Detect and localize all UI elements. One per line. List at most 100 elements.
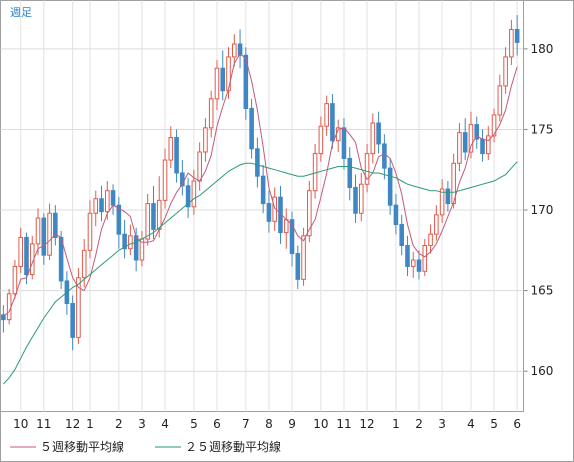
candle-body-down: [393, 204, 399, 226]
y-tick-label: 175: [531, 122, 554, 136]
x-tick-label: 1: [86, 417, 94, 431]
candle-body-up: [503, 56, 508, 87]
ma25-line: [3, 161, 518, 385]
candle-body-down: [70, 303, 75, 338]
candle-body-down: [347, 157, 353, 188]
candle-body-up: [301, 235, 306, 280]
candle-body-up: [428, 233, 433, 246]
candle-body-up: [12, 265, 18, 295]
candle-body-down: [416, 259, 422, 272]
candle-body-up: [485, 135, 491, 155]
y-tick-label: 160: [531, 364, 554, 378]
x-tick-label: 4: [467, 417, 475, 431]
candle-body-up: [81, 249, 87, 279]
candle-body-up: [197, 151, 202, 182]
legend: ５週移動平均線 ２５週移動平均線: [10, 439, 281, 454]
x-tick-label: 5: [190, 417, 198, 431]
candle-body-up: [468, 124, 474, 153]
candle-body-up: [364, 153, 370, 185]
x-tick-label: 7: [242, 417, 250, 431]
candle-body-up: [191, 180, 197, 208]
candle-body-down: [24, 236, 29, 275]
candle-body-down: [116, 204, 122, 235]
candle-body-up: [168, 137, 174, 161]
x-tick-label: 12: [65, 417, 80, 431]
candle-body-up: [226, 56, 231, 92]
candle-body-down: [53, 212, 58, 238]
x-tick-label: 11: [36, 417, 51, 431]
candle-body-down: [237, 43, 243, 56]
candle-body-down: [185, 185, 191, 208]
x-tick-label: 5: [490, 417, 498, 431]
y-tick-label: 170: [531, 203, 554, 217]
x-tick-label: 10: [313, 417, 328, 431]
x-tick-label: 9: [288, 417, 296, 431]
candle-body-up: [324, 103, 329, 127]
candle-body-up: [87, 212, 93, 251]
candle-body-down: [514, 29, 520, 43]
candle-body-down: [341, 127, 347, 159]
moving-averages: [3, 52, 518, 385]
candle-body-down: [1, 314, 6, 321]
candle-body-down: [58, 236, 64, 282]
candle-body-down: [249, 107, 254, 150]
candle-body-down: [255, 148, 260, 177]
candle-body-up: [128, 235, 133, 250]
candle-body-down: [474, 124, 480, 140]
candle-body-up: [422, 244, 428, 272]
x-tick-label: 6: [513, 417, 521, 431]
candle-body-up: [370, 122, 376, 155]
candle-body-up: [307, 190, 312, 237]
candle-body-up: [208, 98, 214, 129]
candle-body-down: [382, 143, 387, 169]
candle-body-up: [232, 43, 237, 58]
x-tick-label: 10: [13, 417, 28, 431]
candle-body-up: [18, 236, 23, 267]
candle-body-down: [387, 167, 393, 206]
candle-body-up: [203, 127, 208, 153]
x-tick-label: 2: [115, 417, 123, 431]
y-tick-label: 165: [531, 284, 554, 298]
candle-body-down: [110, 190, 116, 206]
candle-body-up: [509, 29, 514, 58]
x-tick-label: 3: [438, 417, 446, 431]
legend-label-ma25: ２５週移動平均線: [185, 439, 281, 454]
candle-body-up: [434, 214, 439, 235]
candle-body-down: [180, 172, 185, 187]
candle-body-down: [99, 198, 104, 213]
candle-body-down: [330, 103, 335, 142]
candle-body-up: [318, 125, 324, 155]
candles: [1, 15, 520, 351]
candle-body-up: [47, 212, 52, 256]
candle-body-up: [105, 190, 110, 213]
ma5-line: [3, 52, 518, 317]
candle-body-down: [295, 253, 301, 280]
candle-body-down: [174, 137, 179, 174]
x-tick-label: 12: [359, 417, 374, 431]
x-tick-label: 6: [213, 417, 221, 431]
candle-body-down: [122, 233, 127, 250]
candle-body-up: [497, 85, 503, 116]
candle-body-up: [358, 183, 364, 214]
candle-body-down: [151, 203, 156, 230]
candle-body-down: [266, 203, 272, 222]
candle-body-down: [399, 224, 404, 246]
candle-body-down: [260, 175, 266, 205]
candle-body-up: [214, 67, 220, 100]
x-tick-label: 11: [336, 417, 351, 431]
candle-body-up: [145, 203, 150, 240]
x-tick-label: 4: [161, 417, 169, 431]
candle-body-up: [457, 132, 462, 164]
candle-body-up: [35, 217, 41, 245]
period-label: 週足: [10, 6, 32, 19]
candle-body-up: [6, 293, 12, 321]
plot-area: [0, 0, 524, 412]
x-tick-label: 2: [415, 417, 423, 431]
candle-body-down: [462, 132, 468, 153]
legend-label-ma5: ５週移動平均線: [40, 439, 124, 454]
y-axis-ticks: 160 165 170 175 180: [523, 42, 554, 378]
candle-body-down: [41, 217, 47, 256]
candle-body-down: [376, 122, 381, 145]
x-tick-label: 1: [392, 417, 400, 431]
candle-body-up: [93, 198, 99, 214]
